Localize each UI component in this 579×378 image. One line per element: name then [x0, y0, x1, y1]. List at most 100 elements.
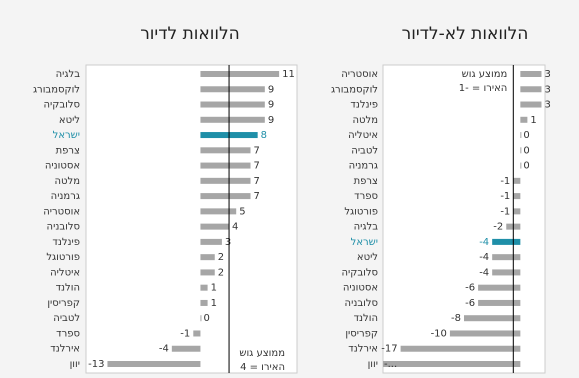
- bar: [520, 101, 542, 108]
- category-label: אסטוניה: [343, 283, 378, 294]
- reference-label: האירו = 4: [240, 362, 285, 373]
- panel: [382, 64, 546, 374]
- category-label: מלטה: [55, 176, 81, 187]
- bar: [383, 361, 521, 367]
- category-label: ספרד: [56, 328, 80, 339]
- value-label: -10: [431, 328, 447, 339]
- bar: [492, 238, 521, 245]
- category-label: לוקסמבורג: [331, 84, 378, 95]
- bar: [200, 116, 265, 123]
- bar: [492, 254, 521, 261]
- category-label: אירלנד: [348, 344, 378, 355]
- bar: [449, 330, 521, 337]
- bar: [200, 162, 251, 169]
- value-label: -13: [88, 359, 104, 370]
- value-label: -4: [479, 252, 489, 263]
- value-label: 7: [254, 145, 260, 156]
- category-label: סלובניה: [345, 298, 378, 309]
- value-label: 8: [261, 130, 267, 141]
- bar: [520, 162, 522, 169]
- category-label: יוון: [368, 359, 378, 370]
- category-label: סלובקיה: [341, 267, 378, 278]
- value-label: 0: [523, 145, 529, 156]
- value-label: -1: [500, 176, 510, 187]
- category-label: סלובקיה: [43, 100, 80, 111]
- bar: [200, 223, 230, 230]
- category-label: צרפת: [354, 176, 378, 187]
- value-label: -1: [180, 328, 190, 339]
- value-label: 0: [523, 161, 529, 172]
- category-label: ליטא: [357, 252, 378, 263]
- bar: [520, 147, 522, 154]
- category-label: צרפת: [56, 145, 80, 156]
- category-label: לטביה: [351, 145, 378, 156]
- value-label: 0: [203, 313, 209, 324]
- bar: [200, 147, 251, 154]
- category-label: ישראל: [53, 130, 80, 141]
- value-label: -...: [384, 359, 397, 370]
- value-label: -1: [500, 206, 510, 217]
- value-label: -6: [465, 283, 475, 294]
- value-label: 3: [544, 100, 550, 111]
- bar: [200, 71, 280, 77]
- value-label: 0: [523, 130, 529, 141]
- category-label: בלגיה: [56, 69, 81, 80]
- bar: [200, 208, 237, 215]
- value-label: 5: [239, 206, 245, 217]
- value-label: 1: [530, 115, 536, 126]
- bar: [513, 177, 521, 184]
- value-label: -2: [493, 222, 503, 233]
- category-label: פינלנד: [52, 237, 80, 248]
- category-label: פינלנד: [350, 100, 378, 111]
- bar: [200, 177, 251, 184]
- category-label: פורטוגל: [46, 252, 80, 263]
- bar: [513, 208, 521, 215]
- bar: [492, 269, 521, 276]
- category-label: פורטוגל: [344, 206, 378, 217]
- value-label: 11: [282, 69, 295, 80]
- bar: [200, 86, 265, 93]
- value-label: 2: [218, 252, 224, 263]
- bar: [200, 269, 215, 276]
- category-label: גרמניה: [349, 161, 378, 172]
- reference-label: ממוצע גוש: [239, 348, 285, 359]
- bar: [478, 284, 521, 291]
- value-label: 3: [225, 237, 231, 248]
- category-label: לטביה: [53, 313, 80, 324]
- bar: [513, 193, 521, 200]
- value-label: 1: [211, 283, 217, 294]
- bars: [107, 71, 280, 367]
- bar: [464, 315, 521, 322]
- bar: [200, 101, 265, 108]
- category-label: ישראל: [351, 237, 378, 248]
- value-label: -4: [479, 267, 489, 278]
- value-label: 2: [218, 267, 224, 278]
- bar: [200, 193, 251, 200]
- category-label: בלגיה: [354, 222, 379, 233]
- category-label: קפריסין: [345, 328, 378, 339]
- bar: [520, 132, 522, 139]
- value-label: 7: [254, 161, 260, 172]
- category-label: גרמניה: [51, 191, 80, 202]
- chart-title: הלוואות לדיור: [140, 24, 240, 44]
- category-label: יוון: [70, 359, 80, 370]
- category-label: איטליה: [348, 130, 378, 141]
- value-label: 3: [544, 84, 550, 95]
- category-label: מלטה: [353, 115, 379, 126]
- category-label: ספרד: [354, 191, 378, 202]
- value-label: 1: [211, 298, 217, 309]
- bar: [200, 254, 215, 261]
- category-label: ליטא: [59, 115, 80, 126]
- reference-label: האירו = -1: [459, 83, 508, 94]
- bar: [520, 116, 528, 123]
- panel: [85, 64, 298, 374]
- value-label: 9: [268, 100, 274, 111]
- bar: [171, 345, 201, 352]
- value-label: 3: [544, 69, 550, 80]
- category-label: איטליה: [50, 267, 80, 278]
- bar: [200, 284, 208, 291]
- category-label: אוסטריה: [341, 69, 378, 80]
- value-label: 7: [254, 191, 260, 202]
